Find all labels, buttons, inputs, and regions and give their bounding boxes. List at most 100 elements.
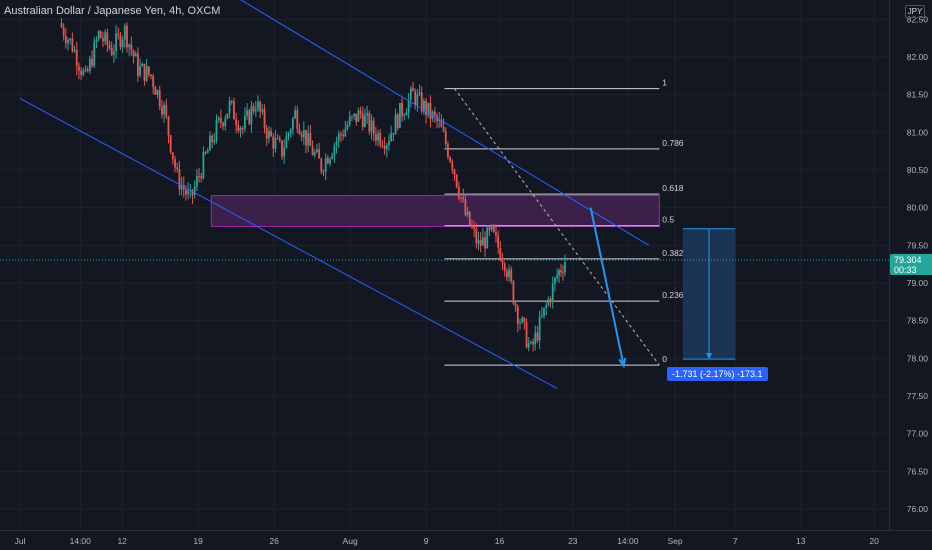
projection-arrow[interactable]	[589, 207, 627, 369]
candle-down	[475, 229, 478, 244]
bar-countdown: 00:33	[894, 265, 917, 275]
candle-up	[554, 277, 556, 284]
candle-up	[261, 109, 264, 112]
candle-down	[460, 197, 462, 199]
descending-channel[interactable]	[19, 0, 650, 389]
candle-up	[344, 128, 347, 137]
candle-down	[473, 227, 476, 230]
candle-down	[560, 270, 562, 273]
time-axis[interactable]: Jul 14:00 12 19 26 Aug 9 16 23 14:00 Sep 7 13 20	[15, 536, 880, 546]
currency-badge[interactable]: JPY	[905, 5, 925, 18]
candle-up	[112, 51, 115, 56]
candle-down	[150, 74, 152, 77]
candle-down	[311, 145, 314, 156]
candle-up	[527, 342, 530, 348]
candle-up	[388, 140, 390, 146]
candle-up	[254, 109, 257, 112]
candle-up	[438, 119, 441, 121]
time-tick-label: 16	[495, 536, 505, 546]
candle-down	[396, 114, 399, 129]
candle-up	[73, 50, 76, 52]
candle-down	[169, 135, 172, 153]
channel-upper-line[interactable]	[198, 0, 650, 246]
candle-down	[401, 102, 403, 117]
candle-up	[564, 262, 566, 273]
candle-up	[324, 158, 327, 172]
fib-level-label: 1	[662, 78, 667, 88]
candle-up	[558, 270, 560, 276]
candle-down	[211, 135, 214, 143]
candle-down	[99, 31, 102, 38]
candle-down	[278, 138, 281, 141]
price-range-measure[interactable]	[682, 228, 736, 360]
price-tick-label: 79.50	[907, 240, 929, 250]
candle-up	[289, 130, 292, 134]
candle-down	[501, 260, 504, 264]
candle-down	[368, 113, 371, 132]
projection-arrowhead-icon	[618, 357, 627, 369]
candle-down	[276, 138, 279, 140]
candle-down	[492, 225, 495, 233]
candle-up	[423, 100, 425, 112]
candle-down	[222, 122, 224, 127]
candle-down	[320, 158, 323, 172]
candle-up	[329, 158, 331, 164]
time-tick-label: 14:00	[70, 536, 92, 546]
candle-up	[405, 112, 408, 116]
candle-down	[161, 106, 163, 115]
time-tick-label: 12	[117, 536, 127, 546]
candle-down	[71, 38, 74, 52]
candle-down	[309, 133, 312, 146]
time-tick-label: 20	[869, 536, 879, 546]
supply-zone[interactable]	[210, 195, 660, 227]
candle-up	[217, 117, 220, 120]
candle-down	[64, 36, 67, 44]
time-tick-label: 14:00	[617, 536, 639, 546]
candle-down	[379, 132, 382, 145]
candle-down	[248, 110, 251, 125]
candle-up	[385, 145, 388, 150]
price-tick-label: 77.50	[907, 391, 929, 401]
candle-down	[154, 87, 157, 95]
candle-down	[204, 152, 207, 154]
candle-down	[497, 235, 500, 248]
candle-down	[298, 129, 301, 135]
candle-down	[147, 66, 150, 75]
candle-down	[514, 303, 517, 307]
candle-up	[370, 120, 373, 132]
time-tick-label: 9	[424, 536, 429, 546]
candle-up	[350, 116, 353, 118]
candle-down	[412, 88, 414, 92]
price-tick-label: 76.00	[907, 504, 929, 514]
channel-lower-line[interactable]	[19, 97, 558, 389]
candle-down	[484, 237, 486, 249]
candle-up	[243, 116, 246, 129]
candle-up	[466, 211, 469, 216]
candle-down	[340, 133, 342, 135]
time-tick-label: Aug	[343, 536, 358, 546]
candle-down	[265, 128, 268, 139]
projection-arrow-line[interactable]	[589, 207, 625, 367]
candle-down	[479, 240, 482, 246]
candle-up	[302, 129, 305, 138]
candle-up	[246, 110, 248, 117]
price-tick-label: 78.00	[907, 353, 929, 363]
candle-down	[174, 159, 176, 168]
candle-up	[93, 41, 96, 66]
price-tick-label: 79.00	[907, 278, 929, 288]
candle-down	[381, 144, 384, 146]
price-axis[interactable]: 82.50 82.00 81.50 81.00 80.50 80.00 79.50 79.00…	[907, 14, 929, 514]
candle-down	[453, 169, 456, 175]
candle-up	[156, 90, 159, 95]
candle-down	[429, 102, 432, 119]
candle-up	[294, 110, 296, 119]
candle-up	[307, 133, 310, 146]
candlestick-series	[60, 18, 566, 352]
candle-up	[95, 39, 98, 42]
time-tick-label: 13	[796, 536, 806, 546]
candle-down	[505, 270, 508, 278]
candle-down	[235, 119, 238, 126]
candle-down	[488, 227, 491, 230]
